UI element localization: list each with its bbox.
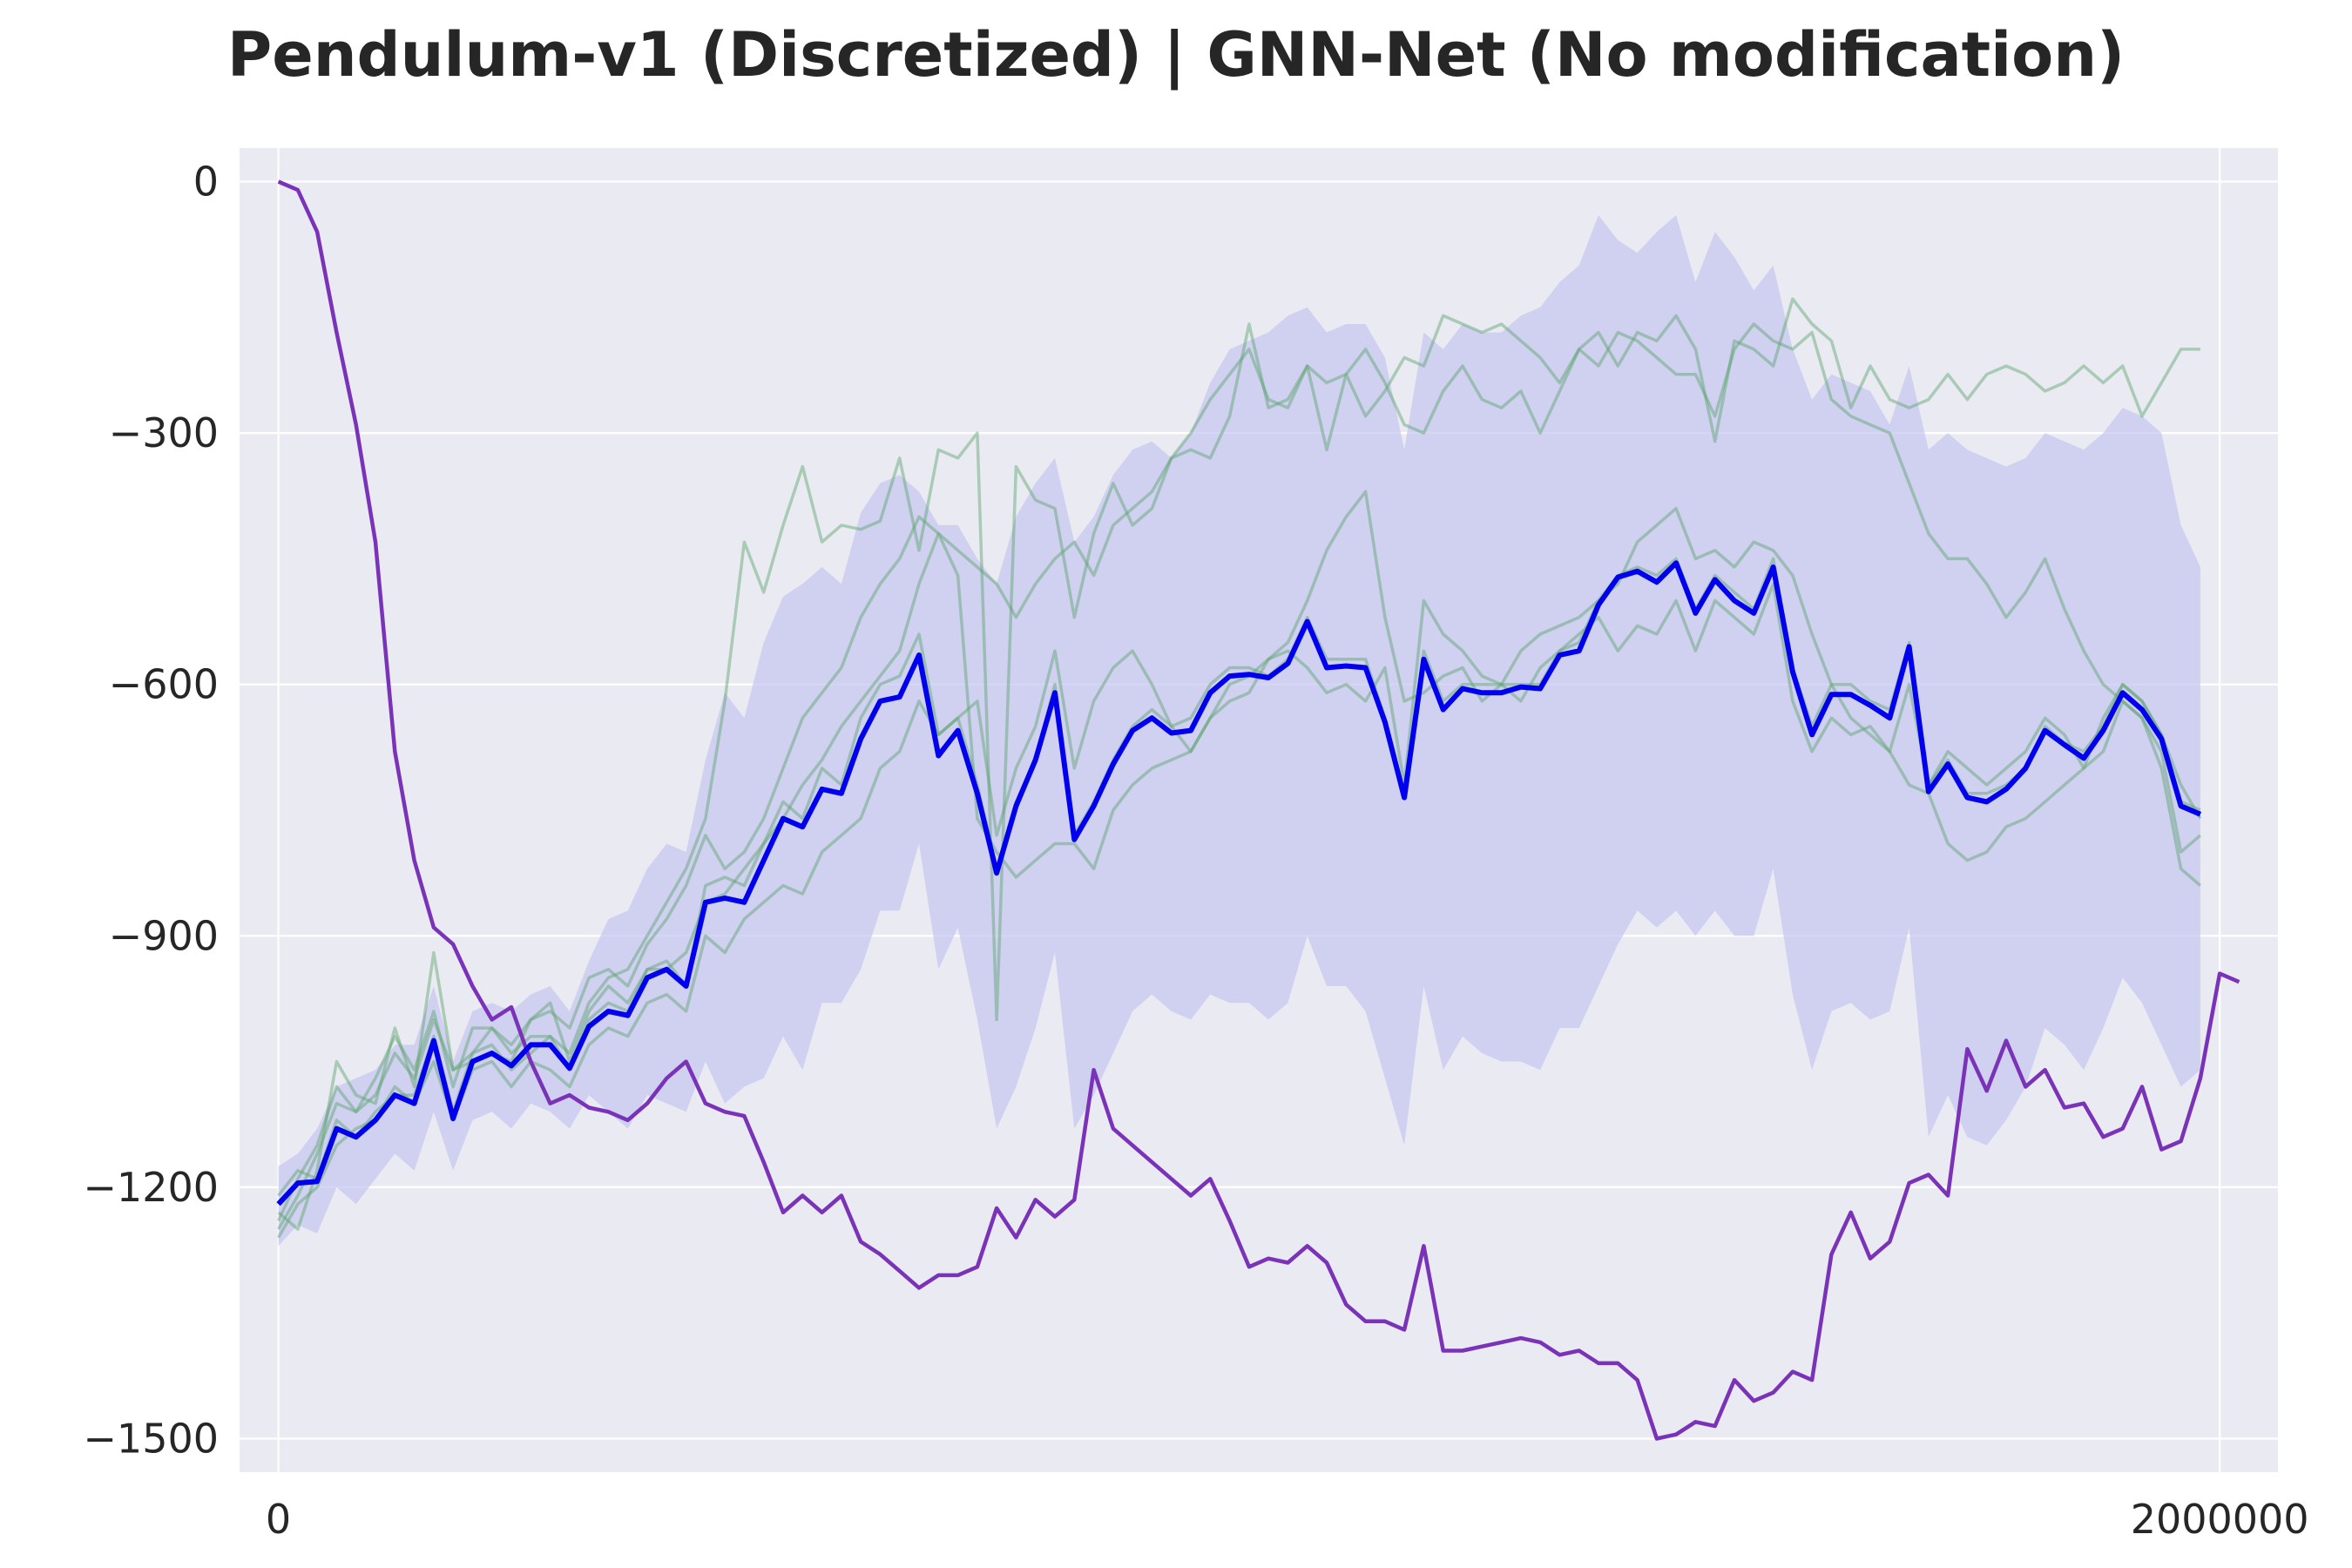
x-tick-label: 2000000 xyxy=(2131,1496,2309,1543)
x-tick-labels: 0 2000000 xyxy=(266,1496,2309,1543)
baseline-line xyxy=(277,179,2240,1441)
chart-title: Pendulum-v1 (Discretized) | GNN-Net (No … xyxy=(226,19,2126,91)
run-line xyxy=(277,322,2202,1222)
mean-line xyxy=(276,560,2202,1206)
y-tick-label: −1500 xyxy=(83,1416,219,1463)
y-tick-label: −300 xyxy=(109,409,219,456)
run-line xyxy=(277,557,2201,1197)
y-tick-label: −900 xyxy=(109,912,219,959)
x-tick-label: 0 xyxy=(266,1496,291,1543)
std-band-area xyxy=(278,215,2200,1247)
y-tick-label: −600 xyxy=(109,661,219,708)
individual-runs xyxy=(277,297,2202,1239)
run-line xyxy=(277,297,2200,1230)
y-tick-label: 0 xyxy=(193,158,219,205)
std-band xyxy=(278,215,2200,1247)
mean-series xyxy=(276,560,2202,1206)
y-tick-label: −1200 xyxy=(83,1164,219,1211)
run-line xyxy=(277,582,2202,1239)
run-line xyxy=(277,490,2202,1231)
y-tick-labels: 0 −300 −600 −900 −1200 −1500 xyxy=(83,158,219,1462)
baseline-series xyxy=(277,179,2240,1441)
